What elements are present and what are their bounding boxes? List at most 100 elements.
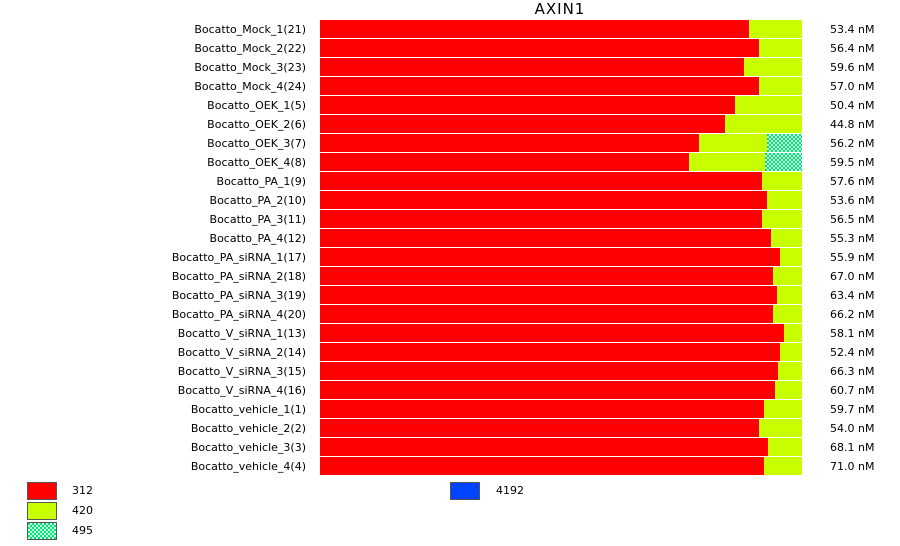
bar-segment-312 [320, 58, 745, 76]
bar-segment-312 [320, 115, 725, 133]
legend-label-420: 420 [72, 504, 93, 517]
bar-segment-420 [688, 153, 765, 171]
bar-segment-420 [774, 381, 802, 399]
row-value: 67.0 nM [830, 270, 875, 283]
row-value: 66.2 nM [830, 308, 875, 321]
row-value: 58.1 nM [830, 327, 875, 340]
row-label: Bocatto_PA_1(9) [216, 175, 306, 188]
row-value: 57.6 nM [830, 175, 875, 188]
bar-segment-420 [767, 438, 802, 456]
bar-segment-420 [766, 191, 802, 209]
bar-segment-312 [320, 153, 689, 171]
row-label: Bocatto_V_siRNA_1(13) [177, 327, 306, 340]
bar-segment-312 [320, 172, 763, 190]
row-value: 66.3 nM [830, 365, 875, 378]
row-label: Bocatto_PA_siRNA_2(18) [171, 270, 306, 283]
bar-segment-420 [758, 77, 802, 95]
legend-swatch-312 [27, 482, 57, 500]
bar-segment-312 [320, 324, 784, 342]
row-label: Bocatto_PA_3(11) [209, 213, 306, 226]
row-label: Bocatto_vehicle_3(3) [190, 441, 306, 454]
legend-swatch-420 [27, 502, 57, 520]
row-label: Bocatto_Mock_3(23) [194, 61, 306, 74]
bar-segment-312 [320, 381, 775, 399]
bar-segment-420 [779, 343, 802, 361]
row-value: 59.6 nM [830, 61, 875, 74]
row-label: Bocatto_Mock_1(21) [194, 23, 306, 36]
bar-segment-312 [320, 248, 780, 266]
legend-swatch-4192 [450, 482, 480, 500]
bar-segment-312 [320, 438, 768, 456]
row-label: Bocatto_PA_siRNA_3(19) [171, 289, 306, 302]
legend-label-495: 495 [72, 524, 93, 537]
bar-segment-420 [764, 457, 802, 475]
bar-segment-420 [761, 210, 802, 228]
bar-segment-420 [770, 229, 802, 247]
bar-segment-312 [320, 400, 765, 418]
row-label: Bocatto_OEK_3(7) [207, 137, 306, 150]
row-value: 53.6 nM [830, 194, 875, 207]
row-label: Bocatto_Mock_4(24) [194, 80, 306, 93]
bar-segment-420 [778, 362, 802, 380]
row-label: Bocatto_PA_siRNA_4(20) [171, 308, 306, 321]
bar-segment-420 [777, 286, 802, 304]
row-label: Bocatto_vehicle_2(2) [190, 422, 306, 435]
row-value: 71.0 nM [830, 460, 875, 473]
row-label: Bocatto_OEK_4(8) [207, 156, 306, 169]
bar-segment-420 [744, 58, 802, 76]
bar-segment-420 [758, 39, 802, 57]
row-label: Bocatto_PA_4(12) [209, 232, 306, 245]
bar-segment-495 [764, 153, 802, 171]
row-value: 55.3 nM [830, 232, 875, 245]
bar-segment-420 [762, 172, 802, 190]
bar-segment-420 [764, 400, 802, 418]
row-label: Bocatto_vehicle_1(1) [190, 403, 306, 416]
bar-segment-312 [320, 191, 767, 209]
bar-segment-420 [748, 20, 802, 38]
bar-segment-312 [320, 210, 762, 228]
bar-segment-312 [320, 96, 735, 114]
bar-segment-420 [734, 96, 802, 114]
bar-segment-420 [783, 324, 802, 342]
legend-label-4192: 4192 [496, 484, 524, 497]
row-label: Bocatto_PA_2(10) [209, 194, 306, 207]
bar-segment-420 [779, 248, 802, 266]
row-value: 52.4 nM [830, 346, 875, 359]
row-label: Bocatto_OEK_1(5) [207, 99, 306, 112]
bar-segment-312 [320, 343, 780, 361]
bar-segment-312 [320, 286, 778, 304]
bar-segment-312 [320, 39, 759, 57]
row-label: Bocatto_PA_siRNA_1(17) [171, 251, 306, 264]
bar-segment-420 [699, 134, 767, 152]
row-value: 54.0 nM [830, 422, 875, 435]
row-value: 63.4 nM [830, 289, 875, 302]
bar-segment-312 [320, 229, 771, 247]
bar-segment-312 [320, 457, 765, 475]
legend-label-312: 312 [72, 484, 93, 497]
row-value: 60.7 nM [830, 384, 875, 397]
row-value: 50.4 nM [830, 99, 875, 112]
bar-segment-312 [320, 419, 759, 437]
legend-swatch-495 [27, 522, 57, 540]
bar-segment-420 [724, 115, 802, 133]
bar-segment-312 [320, 267, 773, 285]
row-label: Bocatto_V_siRNA_4(16) [177, 384, 306, 397]
bar-segment-312 [320, 77, 759, 95]
bar-segment-312 [320, 305, 773, 323]
row-value: 57.0 nM [830, 80, 875, 93]
row-value: 68.1 nM [830, 441, 875, 454]
bar-segment-312 [320, 20, 749, 38]
row-label: Bocatto_OEK_2(6) [207, 118, 306, 131]
row-value: 59.5 nM [830, 156, 875, 169]
bar-segment-312 [320, 362, 779, 380]
bar-segment-420 [758, 419, 802, 437]
bar-segment-420 [772, 267, 802, 285]
row-label: Bocatto_vehicle_4(4) [190, 460, 306, 473]
row-value: 59.7 nM [830, 403, 875, 416]
row-value: 55.9 nM [830, 251, 875, 264]
bar-segment-312 [320, 134, 700, 152]
row-value: 56.4 nM [830, 42, 875, 55]
row-value: 56.5 nM [830, 213, 875, 226]
bar-segment-420 [772, 305, 802, 323]
bar-segment-495 [766, 134, 802, 152]
